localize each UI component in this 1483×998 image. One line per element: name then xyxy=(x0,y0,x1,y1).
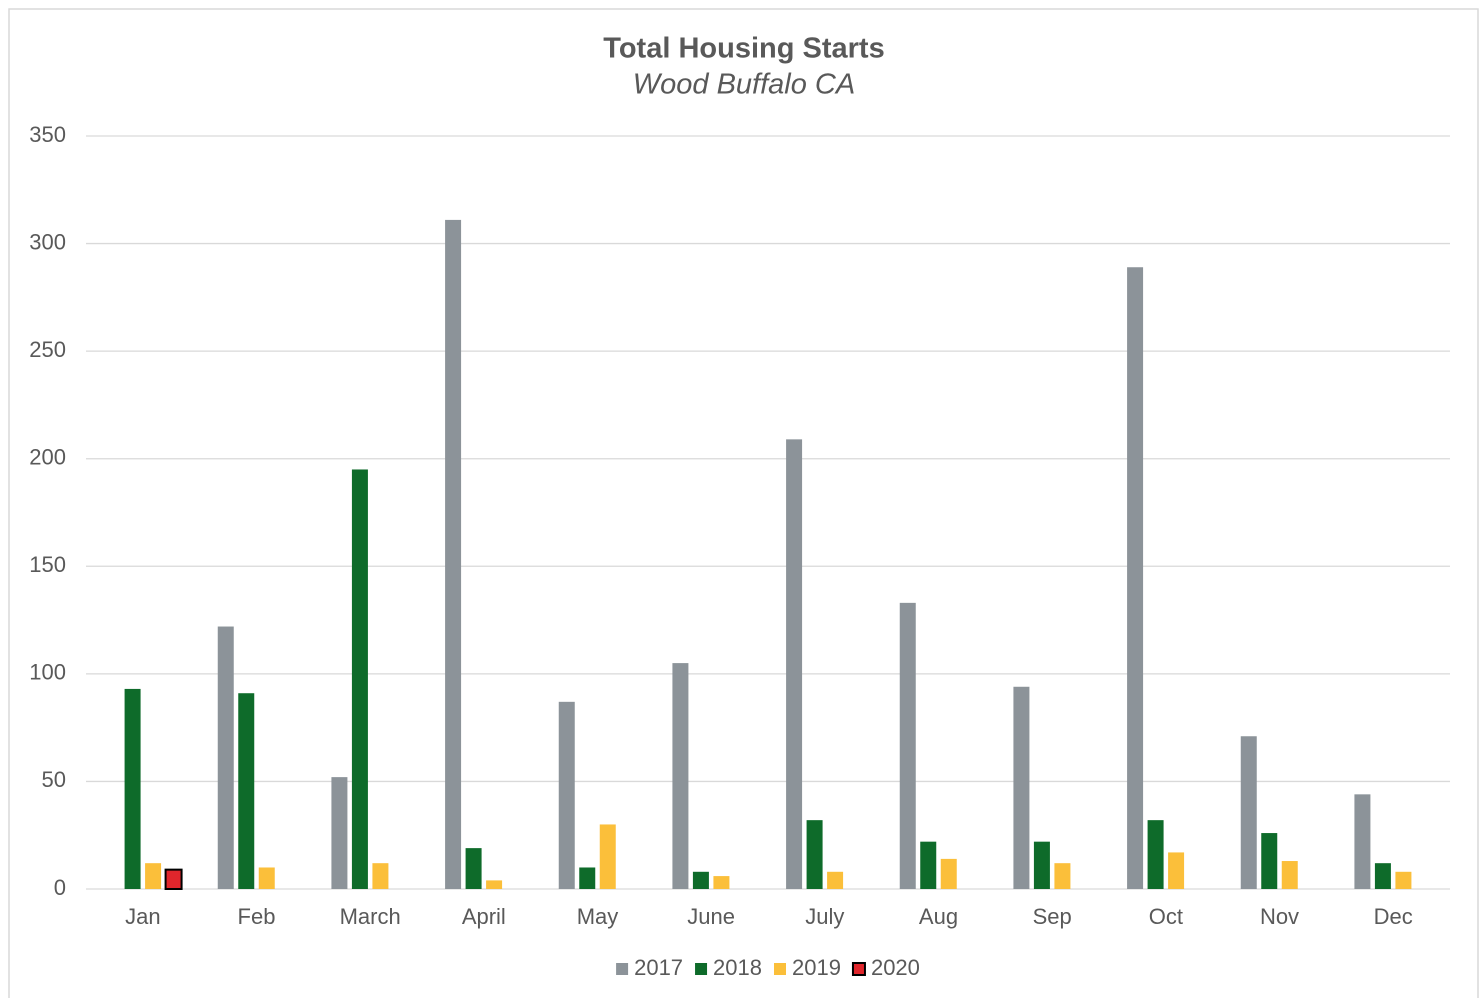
bar xyxy=(920,841,937,889)
y-tick-label: 0 xyxy=(54,875,66,900)
bar xyxy=(940,858,957,889)
bar xyxy=(145,863,162,889)
legend-swatch xyxy=(695,963,708,975)
bar xyxy=(806,820,823,889)
y-tick-label: 50 xyxy=(42,767,66,792)
bar xyxy=(1240,736,1257,889)
bar xyxy=(258,867,275,889)
y-tick-label: 350 xyxy=(29,122,66,147)
bar xyxy=(558,701,575,889)
bar xyxy=(238,693,255,889)
legend-swatch xyxy=(774,963,786,975)
bar xyxy=(164,868,183,891)
bar xyxy=(1261,833,1278,889)
x-tick-label: Dec xyxy=(1374,904,1413,929)
x-tick-label: March xyxy=(340,904,401,929)
y-tick-label: 250 xyxy=(29,337,66,362)
bar xyxy=(599,824,616,889)
bar xyxy=(445,219,462,890)
x-tick-label: Aug xyxy=(919,904,958,929)
bar xyxy=(217,626,234,889)
bar xyxy=(692,871,709,889)
bar xyxy=(1281,861,1298,889)
x-tick-label: May xyxy=(577,904,619,929)
bar xyxy=(372,863,389,889)
bar xyxy=(899,602,916,889)
x-tick-label: Oct xyxy=(1149,904,1183,929)
y-tick-label: 300 xyxy=(29,229,66,254)
x-tick-label: April xyxy=(462,904,506,929)
bar xyxy=(1054,863,1071,889)
y-tick-label: 100 xyxy=(29,660,66,685)
bar xyxy=(1168,852,1185,889)
bar xyxy=(486,880,503,889)
bar xyxy=(1354,794,1371,889)
x-tick-label: July xyxy=(805,904,844,929)
bar xyxy=(124,688,141,889)
x-tick-label: Feb xyxy=(238,904,276,929)
x-tick-label: Jan xyxy=(125,904,160,929)
chart-title: Total Housing Starts xyxy=(603,33,884,65)
legend-label: 2019 xyxy=(792,955,841,980)
y-tick-label: 200 xyxy=(29,445,66,470)
bar xyxy=(786,439,803,889)
legend-label: 2018 xyxy=(713,955,762,980)
bar xyxy=(672,663,689,889)
legend-label: 2020 xyxy=(871,955,920,980)
bar xyxy=(1374,863,1391,889)
y-tick-label: 150 xyxy=(29,552,66,577)
x-tick-label: Sep xyxy=(1033,904,1072,929)
chart-subtitle: Wood Buffalo CA xyxy=(633,69,855,101)
bar xyxy=(465,848,482,889)
bar xyxy=(1147,820,1164,889)
bar xyxy=(1127,267,1144,889)
bar xyxy=(713,876,730,889)
legend-label: 2017 xyxy=(634,955,683,980)
legend-swatch xyxy=(851,962,866,976)
bar xyxy=(827,871,844,889)
bar xyxy=(351,469,368,889)
bar xyxy=(579,867,596,889)
legend-swatch xyxy=(616,963,629,975)
bar xyxy=(1395,871,1412,889)
bar xyxy=(1013,686,1030,889)
x-tick-label: June xyxy=(687,904,735,929)
x-tick-label: Nov xyxy=(1260,904,1299,929)
bar xyxy=(1033,841,1050,889)
bar xyxy=(331,777,348,889)
